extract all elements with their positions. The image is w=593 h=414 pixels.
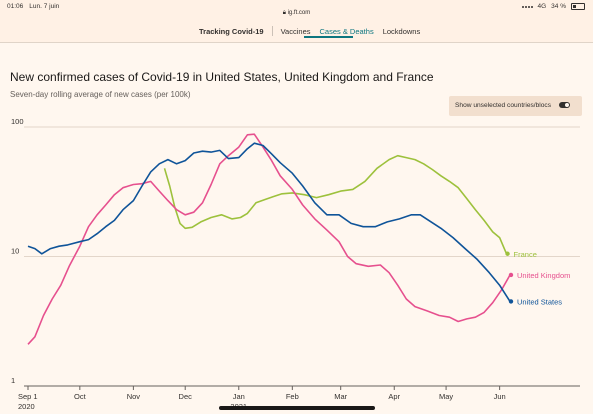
url-text: ig.ft.com bbox=[287, 10, 311, 16]
status-date: Lun. 7 juin bbox=[29, 3, 60, 10]
series-line-united-kingdom bbox=[27, 133, 511, 345]
x-tick-label: Dec bbox=[179, 392, 193, 401]
active-tab-underline bbox=[304, 36, 353, 38]
toggle-switch[interactable] bbox=[559, 102, 570, 108]
home-indicator[interactable] bbox=[219, 406, 375, 410]
battery-icon bbox=[571, 3, 585, 10]
nav-item-vaccines[interactable]: Vaccines bbox=[280, 26, 311, 36]
y-tick-label: 1 bbox=[11, 376, 15, 385]
status-bar: 01:06 Lun. 7 juin 🔒︎ ig.ft.com 4G 34 % bbox=[0, 0, 593, 16]
x-tick-label: Apr bbox=[388, 392, 400, 401]
chart-title: New confirmed cases of Covid-19 in Unite… bbox=[10, 70, 434, 84]
series-line-france bbox=[163, 154, 508, 255]
nav-item-lockdowns[interactable]: Lockdowns bbox=[382, 26, 421, 36]
chart-subtitle: Seven-day rolling average of new cases (… bbox=[10, 90, 191, 99]
toggle-knob bbox=[565, 103, 569, 107]
status-time: 01:06 bbox=[7, 3, 24, 10]
x-tick-label: Oct bbox=[74, 392, 87, 401]
nav-item-cases-deaths[interactable]: Cases & Deaths bbox=[319, 26, 374, 36]
x-tick-label: Sep 1 bbox=[18, 392, 38, 401]
x-tick-label: May bbox=[439, 392, 453, 401]
series-end-marker-france bbox=[505, 251, 510, 256]
lock-icon: 🔒︎ bbox=[282, 10, 286, 16]
series-line-united-states bbox=[27, 142, 511, 302]
x-tick-year-label: 2020 bbox=[18, 402, 35, 411]
status-right: 4G 34 % bbox=[521, 3, 585, 10]
battery-percent: 34 % bbox=[551, 3, 566, 10]
network-type: 4G bbox=[537, 3, 547, 10]
series-label-france: France bbox=[514, 250, 537, 259]
toggle-label: Show unselected countries/blocs bbox=[455, 102, 552, 109]
x-tick-label: Mar bbox=[334, 392, 347, 401]
x-tick-label: Nov bbox=[127, 392, 141, 401]
x-tick-label: Jan bbox=[233, 392, 245, 401]
top-nav: Tracking Covid-19 Vaccines Cases & Death… bbox=[0, 20, 593, 43]
show-unselected-toggle[interactable]: Show unselected countries/blocs bbox=[449, 96, 582, 116]
y-tick-label: 100 bbox=[11, 117, 24, 126]
series-label-united-states: United States bbox=[517, 297, 562, 306]
url-label[interactable]: 🔒︎ ig.ft.com bbox=[0, 10, 593, 17]
y-tick-label: 10 bbox=[11, 247, 19, 256]
signal-icon bbox=[521, 5, 533, 8]
nav-divider bbox=[271, 26, 273, 36]
series-label-united-kingdom: United Kingdom bbox=[517, 271, 570, 280]
x-tick-label: Feb bbox=[286, 392, 299, 401]
series-end-marker-united-kingdom bbox=[508, 272, 514, 278]
x-tick-label: Jun bbox=[494, 392, 506, 401]
status-time-date: 01:06 Lun. 7 juin bbox=[7, 3, 65, 10]
series-end-marker-united-states bbox=[508, 299, 514, 304]
nav-title[interactable]: Tracking Covid-19 bbox=[199, 26, 264, 36]
